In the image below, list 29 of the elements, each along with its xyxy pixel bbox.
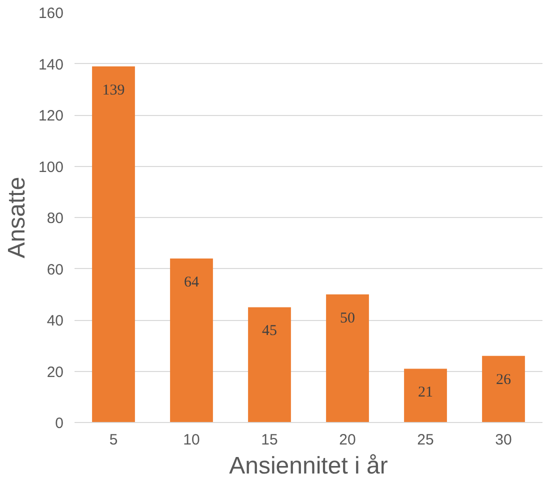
- y-tick-label: 80: [46, 210, 64, 227]
- x-tick-label: 10: [183, 432, 200, 448]
- bar: [248, 307, 291, 422]
- data-label: 21: [418, 384, 433, 401]
- x-tick-label: 20: [339, 432, 356, 448]
- x-tick-label: 15: [261, 432, 278, 448]
- y-tick-label: 140: [38, 56, 64, 74]
- x-tick-label: 30: [495, 432, 512, 448]
- y-tick-label: 0: [55, 415, 64, 432]
- data-label: 45: [262, 323, 277, 340]
- x-axis-title: Ansiennitet i år: [229, 452, 388, 480]
- data-label: 139: [102, 82, 125, 98]
- y-tick-label: 40: [46, 312, 64, 330]
- data-label: 50: [340, 310, 355, 326]
- y-tick-label: 60: [46, 261, 64, 278]
- data-label: 64: [184, 274, 200, 290]
- bar: [326, 294, 369, 422]
- bar: [92, 66, 135, 422]
- x-tick-label: 5: [109, 432, 118, 448]
- data-label: 26: [496, 372, 512, 388]
- y-axis-title: Ansatte: [3, 176, 30, 258]
- bar: [482, 356, 525, 422]
- bar: [404, 368, 447, 422]
- bar: [170, 258, 213, 422]
- y-tick-label: 120: [38, 108, 64, 124]
- y-tick-label: 20: [46, 364, 64, 381]
- y-tick-label: 100: [38, 158, 64, 176]
- x-tick-label: 25: [417, 432, 434, 448]
- y-tick-label: 160: [38, 5, 64, 22]
